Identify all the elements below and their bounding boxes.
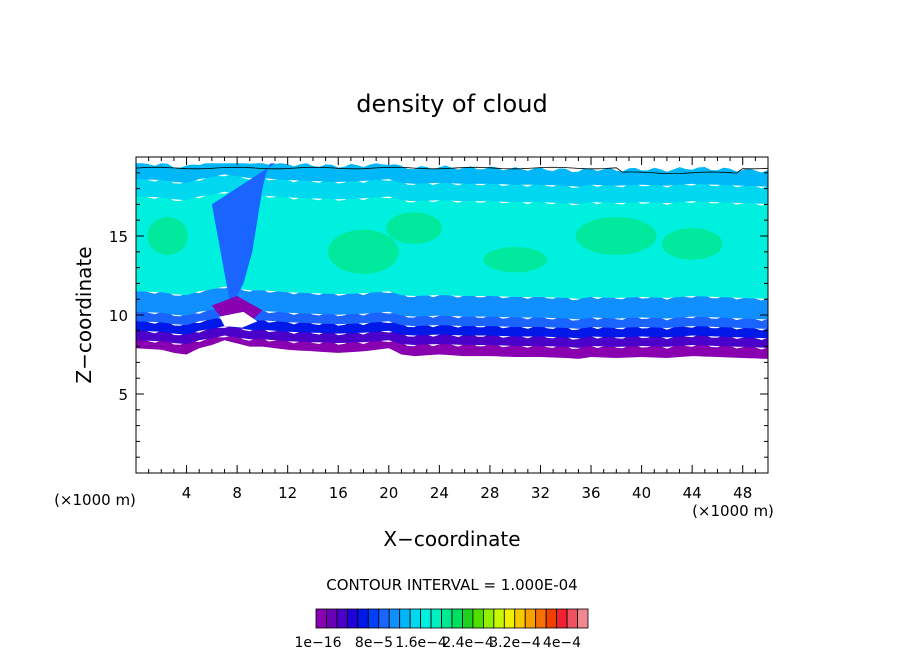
density-patch-3 — [661, 228, 723, 260]
colorbar-swatch — [556, 608, 568, 629]
colorbar-label: 4e−4 — [543, 635, 581, 651]
x-tick-label: 48 — [733, 484, 752, 502]
y-tick-label: 15 — [109, 228, 128, 246]
x-right-unit-label: (×1000 m) — [692, 502, 774, 520]
colorbar-swatch — [524, 608, 537, 629]
colorbar-swatch — [326, 608, 338, 629]
colorbar-swatch — [462, 608, 474, 629]
x-tick-label: 28 — [480, 484, 499, 502]
colorbar-swatch — [336, 608, 348, 629]
x-tick-label: 16 — [329, 484, 348, 502]
density-band-6 — [136, 174, 768, 205]
density-band-4 — [136, 286, 768, 320]
density-patch-5 — [483, 247, 547, 273]
colorbar-label: 1.6e−4 — [395, 635, 447, 651]
density-patch-0 — [328, 229, 399, 274]
colorbar-swatch — [545, 608, 558, 629]
colorbar-swatch — [430, 608, 442, 629]
colorbar-swatch — [346, 608, 359, 629]
density-patch-1 — [386, 212, 442, 244]
colorbar-swatch — [367, 608, 380, 629]
colorbar-swatch — [441, 608, 453, 629]
colorbar-swatch — [378, 608, 390, 629]
x-tick-label: 44 — [683, 484, 702, 502]
density-field — [136, 163, 768, 359]
density-patch-4 — [147, 217, 188, 255]
colorbar-swatch — [472, 608, 484, 629]
x-tick-label: 12 — [278, 484, 297, 502]
clear-pocket — [219, 311, 258, 328]
y-axis-label: Z−coordinate — [72, 246, 96, 383]
colorbar-swatch — [514, 608, 526, 629]
dry-slot — [211, 163, 332, 308]
density-band-2 — [136, 316, 768, 339]
x-tick-label: 8 — [232, 484, 242, 502]
x-tick-label: 36 — [581, 484, 600, 502]
colorbar-swatch — [420, 608, 432, 629]
colorbar-label: 1e−16 — [294, 635, 341, 651]
x-axis: 4 8 12 16 20 24 28 32 36 40 44 48 — [148, 157, 756, 502]
colorbar-swatch — [566, 608, 578, 629]
x-left-unit-label: (×1000 m) — [54, 491, 136, 509]
x-tick-label: 40 — [632, 484, 651, 502]
colorbar-label: 8e−5 — [355, 635, 393, 651]
colorbar-swatch — [577, 608, 589, 629]
y-tick-label: 10 — [109, 307, 128, 325]
density-band-1 — [136, 326, 768, 348]
colorbar-swatch — [388, 608, 401, 629]
density-patch-2 — [575, 217, 657, 255]
colorbar-swatch — [357, 608, 369, 629]
density-band-7 — [136, 163, 768, 187]
colorbar — [315, 608, 589, 629]
y-tick-label: 5 — [118, 386, 128, 404]
x-tick-label: 20 — [379, 484, 398, 502]
y-axis: 5 10 15 — [109, 172, 768, 458]
x-tick-label: 4 — [182, 484, 192, 502]
colorbar-swatch — [535, 608, 547, 629]
x-tick-label: 24 — [430, 484, 449, 502]
colorbar-swatch — [399, 608, 411, 629]
colorbar-label: 3.2e−4 — [489, 635, 541, 651]
colorbar-label: 2.4e−4 — [442, 635, 494, 651]
colorbar-labels: 1e−16 8e−5 1.6e−42.4e−43.2e−4 4e−4 — [294, 635, 581, 651]
top-contour — [136, 166, 768, 175]
colorbar-swatch — [482, 608, 495, 629]
colorbar-swatch — [503, 608, 516, 629]
density-band-3 — [136, 307, 768, 329]
colorbar-swatch — [409, 608, 422, 629]
x-tick-label: 32 — [531, 484, 550, 502]
colorbar-swatch — [493, 608, 505, 629]
contour-interval-label: CONTOUR INTERVAL = 1.000E-04 — [326, 576, 577, 594]
x-axis-label: X−coordinate — [383, 527, 520, 551]
colorbar-swatch — [315, 608, 327, 629]
colorbar-swatch — [451, 608, 463, 629]
chart-title: density of cloud — [356, 90, 547, 118]
density-band-0 — [136, 335, 768, 359]
